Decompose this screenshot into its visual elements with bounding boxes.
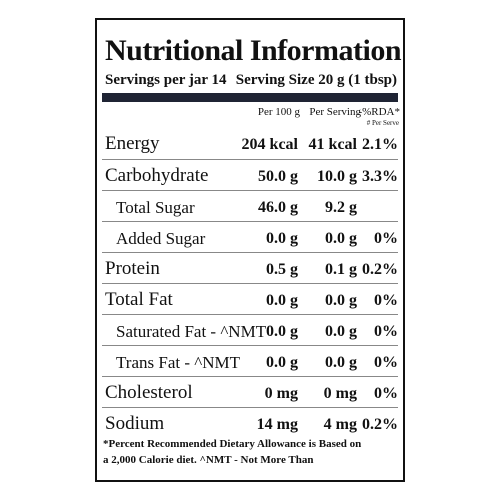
rda: 0%	[374, 354, 398, 371]
nutrient-row: Trans Fat - ^NMT 0.0 g 0.0 g 0%	[102, 345, 398, 377]
nutrient-row: Total Sugar 46.0 g 9.2 g	[102, 190, 398, 222]
rda: 0%	[374, 385, 398, 402]
nutrient-label: Sodium	[105, 413, 165, 434]
rda: 0%	[374, 292, 398, 309]
nutrient-label: Total Fat	[105, 289, 173, 310]
per-100g: 0.0 g	[266, 354, 298, 371]
nutrient-row: Energy 204 kcal 41 kcal 2.1%	[102, 128, 398, 159]
per-100g: 0.0 g	[266, 323, 298, 340]
rda: 0.2%	[362, 416, 398, 433]
divider-bar	[102, 93, 398, 102]
nutrient-row: Added Sugar 0.0 g 0.0 g 0%	[102, 221, 398, 253]
column-header: Per Serving	[309, 106, 361, 118]
rda: 0.2%	[362, 261, 398, 278]
nutrient-row: Carbohydrate 50.0 g 10.0 g 3.3%	[102, 159, 398, 191]
nutrient-row: Cholesterol 0 mg 0 mg 0%	[102, 376, 398, 408]
nutrition-label: Nutritional Information Servings per jar…	[95, 18, 405, 482]
column-header: -%RDA*	[358, 106, 400, 118]
per-serving: 0.0 g	[325, 323, 357, 340]
per-serving: 0 mg	[323, 385, 357, 402]
nutrient-row: Sodium 14 mg 4 mg 0.2%	[102, 407, 398, 439]
per-serving: 10.0 g	[317, 168, 357, 185]
serving-size: Serving Size 20 g (1 tbsp)	[235, 72, 397, 88]
per-100g: 0 mg	[264, 385, 298, 402]
nutrient-row: Saturated Fat - ^NMT 0.0 g 0.0 g 0%	[102, 314, 398, 346]
per-100g: 204 kcal	[241, 136, 298, 153]
rda: 0%	[374, 323, 398, 340]
nutrient-label: Carbohydrate	[105, 165, 209, 186]
title: Nutritional Information	[105, 34, 402, 67]
rda: 3.3%	[362, 168, 398, 185]
nutrient-label: Total Sugar	[116, 198, 195, 217]
nutrient-label: Trans Fat - ^NMT	[116, 353, 240, 372]
servings-per-jar: Servings per jar 14	[105, 72, 227, 88]
per-serving: 0.1 g	[325, 261, 357, 278]
per-serving: 41 kcal	[308, 136, 357, 153]
rda: 0%	[374, 230, 398, 247]
per-100g: 46.0 g	[258, 199, 298, 216]
nutrient-label: Protein	[105, 258, 160, 279]
per-100g: 0.0 g	[266, 230, 298, 247]
nutrient-label: Energy	[105, 133, 160, 154]
nutrient-label: Cholesterol	[105, 382, 193, 403]
nutrient-row: Protein 0.5 g 0.1 g 0.2%	[102, 252, 398, 284]
column-header: Per 100 g	[257, 106, 300, 118]
per-100g: 14 mg	[256, 416, 298, 433]
nutrient-row: Total Fat 0.0 g 0.0 g 0%	[102, 283, 398, 315]
footnote: *Percent Recommended Dietary Allowance i…	[103, 438, 362, 450]
per-100g: 0.5 g	[266, 261, 298, 278]
nutrient-label: Added Sugar	[116, 229, 206, 248]
per-serving: 4 mg	[323, 416, 357, 433]
per-100g: 0.0 g	[266, 292, 298, 309]
per-serving: 9.2 g	[325, 199, 357, 216]
column-note: # Per Serve	[366, 119, 399, 127]
rda: 2.1%	[362, 136, 398, 153]
nutrient-label: Saturated Fat - ^NMT	[116, 322, 267, 341]
per-serving: 0.0 g	[325, 292, 357, 309]
per-100g: 50.0 g	[258, 168, 298, 185]
footnote: a 2,000 Calorie diet. ^NMT - Not More Th…	[103, 454, 314, 466]
per-serving: 0.0 g	[325, 230, 357, 247]
per-serving: 0.0 g	[325, 354, 357, 371]
